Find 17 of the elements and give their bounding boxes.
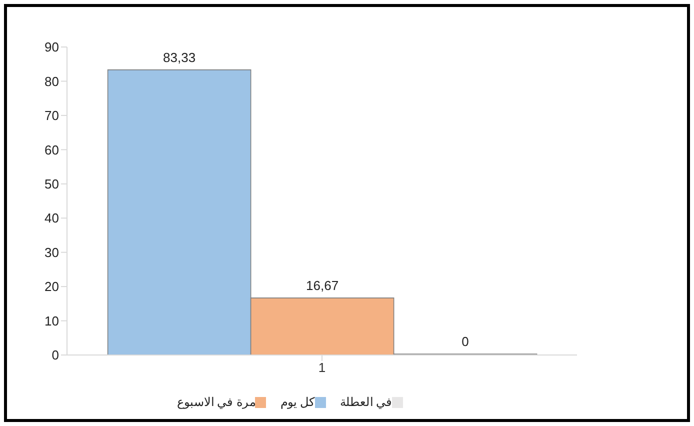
y-tick-label: 0 bbox=[52, 348, 59, 363]
y-tick-label: 90 bbox=[44, 40, 59, 55]
y-tick-label: 70 bbox=[44, 108, 59, 124]
y-tick-label: 50 bbox=[44, 176, 59, 192]
legend-label: مرة في الاسبوع bbox=[176, 395, 256, 409]
y-tick-label: 60 bbox=[44, 142, 59, 158]
data-label: 16,67 bbox=[306, 278, 339, 293]
x-tick-label: 1 bbox=[318, 360, 326, 376]
y-tick-label: 30 bbox=[44, 244, 59, 260]
legend-label: في العطلة bbox=[340, 395, 392, 409]
y-tick-label: 40 bbox=[44, 210, 59, 226]
data-label: 83,33 bbox=[163, 50, 196, 65]
y-tick-label: 20 bbox=[44, 279, 59, 294]
y-tick-label: 10 bbox=[44, 313, 59, 328]
legend-label: كل يوم bbox=[280, 395, 315, 409]
data-label: 0 bbox=[462, 334, 469, 349]
y-tick-label: 80 bbox=[44, 74, 59, 89]
